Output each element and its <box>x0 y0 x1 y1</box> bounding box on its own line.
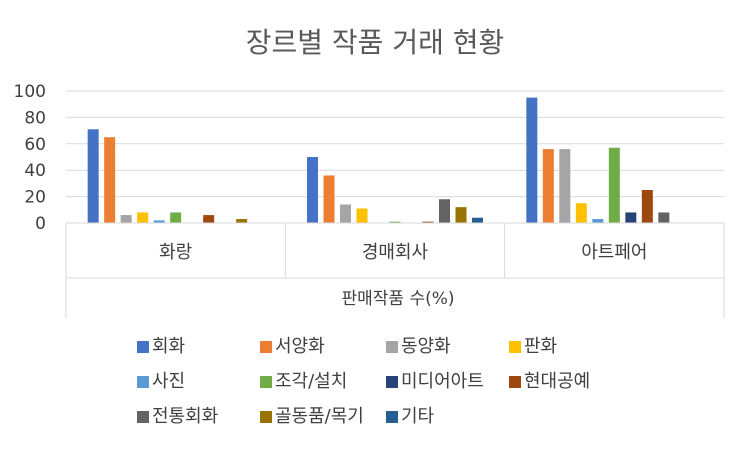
category-label: 경매회사 <box>362 242 429 263</box>
legend-item: 골동품/목기 <box>260 406 364 427</box>
legend-label: 조각/설치 <box>275 371 347 392</box>
y-tick-label: 80 <box>24 108 46 128</box>
legend-label: 전통회화 <box>152 406 218 427</box>
bar <box>422 221 434 223</box>
bar <box>153 220 165 223</box>
legend-item: 동양화 <box>386 336 451 357</box>
bar <box>455 207 467 223</box>
y-tick-label: 100 <box>14 82 46 102</box>
legend-label: 동양화 <box>401 336 451 357</box>
bar <box>526 97 538 223</box>
bar <box>575 203 587 223</box>
legend-swatch <box>386 411 398 423</box>
y-axis-ticks: 0 20 40 60 80 100 <box>14 82 46 234</box>
bar <box>542 149 554 223</box>
bar <box>472 217 483 223</box>
bar <box>356 208 368 223</box>
x-axis-label: 판매작품 수(%) <box>341 289 454 309</box>
legend-item: 조각/설치 <box>260 371 347 392</box>
y-tick-label: 0 <box>35 214 46 234</box>
y-tick-label: 40 <box>24 161 46 181</box>
bar <box>592 219 604 223</box>
bar <box>307 157 318 223</box>
legend-label: 현대공예 <box>524 371 590 392</box>
bar <box>236 219 248 223</box>
legend-item: 미디어아트 <box>386 371 484 392</box>
bar <box>439 199 450 223</box>
bar <box>87 129 99 223</box>
bar <box>389 221 401 223</box>
bar <box>641 190 653 223</box>
legend-label: 서양화 <box>275 336 325 357</box>
bars <box>87 97 670 223</box>
legend-swatch <box>386 341 398 353</box>
x-axis <box>65 222 725 318</box>
legend-item: 사진 <box>137 371 185 392</box>
y-tick-label: 60 <box>24 135 46 155</box>
legend-item: 기타 <box>386 406 435 427</box>
legend-swatch <box>260 411 272 423</box>
category-label: 아트페어 <box>581 242 647 263</box>
category-labels: 화랑 경매회사 아트페어 <box>159 242 647 263</box>
legend-label: 골동품/목기 <box>275 406 364 427</box>
legend-swatch <box>509 341 521 353</box>
bar <box>658 212 670 223</box>
legend-item: 서양화 <box>260 336 325 357</box>
legend-swatch <box>386 376 398 388</box>
bar <box>170 212 182 223</box>
legend-label: 회화 <box>152 336 185 357</box>
bar <box>625 212 637 223</box>
chart-title: 장르별 작품 거래 현황 <box>246 26 505 59</box>
bar <box>608 147 620 223</box>
legend-label: 판화 <box>524 336 557 357</box>
legend-swatch <box>509 376 521 388</box>
y-tick-label: 20 <box>24 188 46 208</box>
bar <box>559 149 571 223</box>
legend-item: 판화 <box>509 336 557 357</box>
legend-swatch <box>260 376 272 388</box>
bar <box>203 215 215 223</box>
bar <box>340 204 351 223</box>
legend-swatch <box>260 341 272 353</box>
bar <box>323 175 335 223</box>
legend-swatch <box>137 411 149 423</box>
legend-label: 미디어아트 <box>401 371 484 392</box>
legend-item: 전통회화 <box>137 406 218 427</box>
category-label: 화랑 <box>159 242 192 263</box>
legend-label: 기타 <box>401 406 435 427</box>
bar <box>104 137 116 223</box>
bar <box>137 212 149 223</box>
legend-label: 사진 <box>152 371 185 392</box>
legend-swatch <box>137 376 149 388</box>
legend-swatch <box>137 341 149 353</box>
gridlines <box>66 90 724 198</box>
legend-item: 회화 <box>137 336 185 357</box>
legend-item: 현대공예 <box>509 371 590 392</box>
bar <box>120 215 132 223</box>
